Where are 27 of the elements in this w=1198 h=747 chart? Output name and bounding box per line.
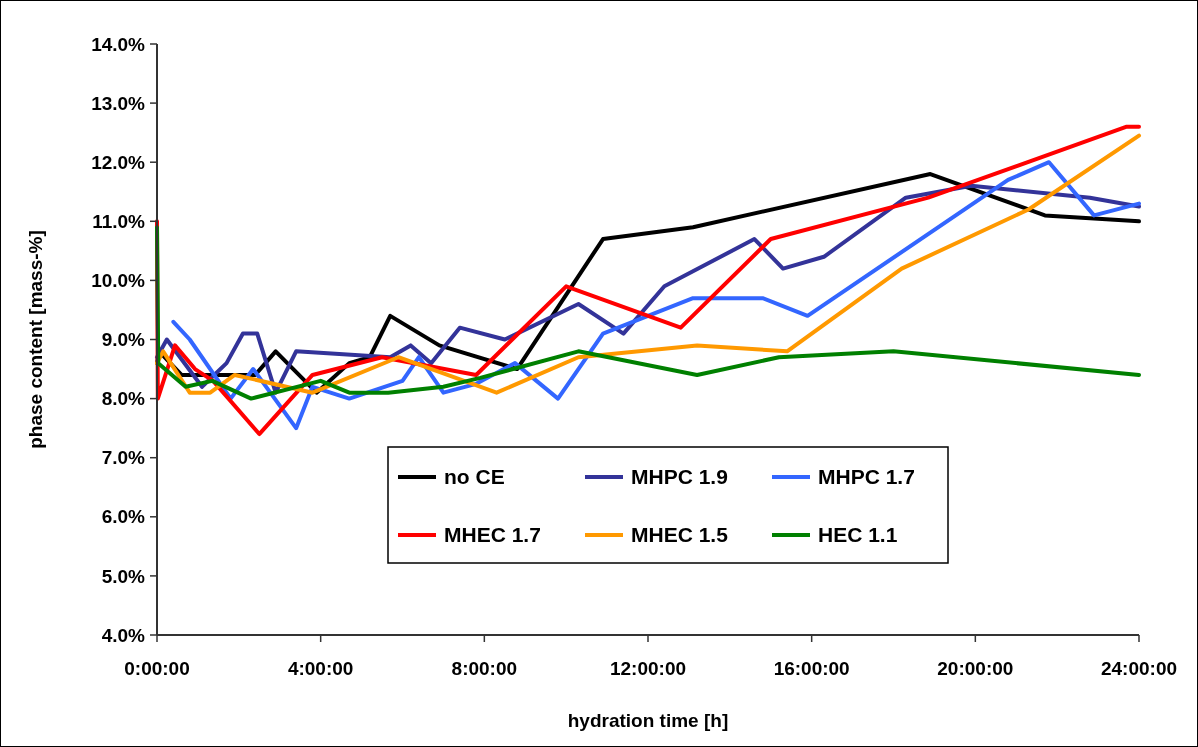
- x-tick-label: 20:00:00: [937, 658, 1014, 679]
- y-tick-label: 9.0%: [101, 329, 146, 351]
- x-tick-label: 16:00:00: [773, 658, 850, 679]
- x-tick-label: 8:00:00: [451, 658, 518, 679]
- legend-label: no CE: [444, 465, 505, 489]
- x-tick-label: 4:00:00: [287, 658, 354, 679]
- legend-label: MHEC 1.5: [631, 523, 729, 547]
- line-series: [155, 225, 1141, 401]
- y-tick-label: 12.0%: [91, 151, 146, 173]
- legend-label: MHPC 1.7: [818, 465, 915, 489]
- y-tick-label: 11.0%: [92, 210, 146, 232]
- legend-label: HEC 1.1: [818, 523, 898, 547]
- y-tick-label: 4.0%: [101, 624, 146, 646]
- x-tick-label: 24:00:00: [1100, 658, 1178, 679]
- y-tick-label: 5.0%: [101, 565, 146, 587]
- y-tick-label: 14.0%: [91, 33, 146, 55]
- legend-label: MHEC 1.7: [444, 523, 541, 547]
- y-tick-label: 13.0%: [91, 92, 146, 114]
- x-tick-label: 0:00:00: [124, 658, 190, 679]
- y-tick-label: 7.0%: [101, 447, 146, 469]
- y-tick-label: 6.0%: [101, 506, 146, 528]
- x-axis-title: hydration time [h]: [567, 710, 729, 731]
- x-tick-label: 12:00:00: [609, 658, 687, 679]
- y-tick-label: 8.0%: [101, 388, 146, 410]
- y-tick-label: 10.0%: [91, 270, 146, 292]
- y-axis-title: phase content [mass-%]: [25, 230, 46, 449]
- legend-label: MHPC 1.9: [631, 465, 728, 489]
